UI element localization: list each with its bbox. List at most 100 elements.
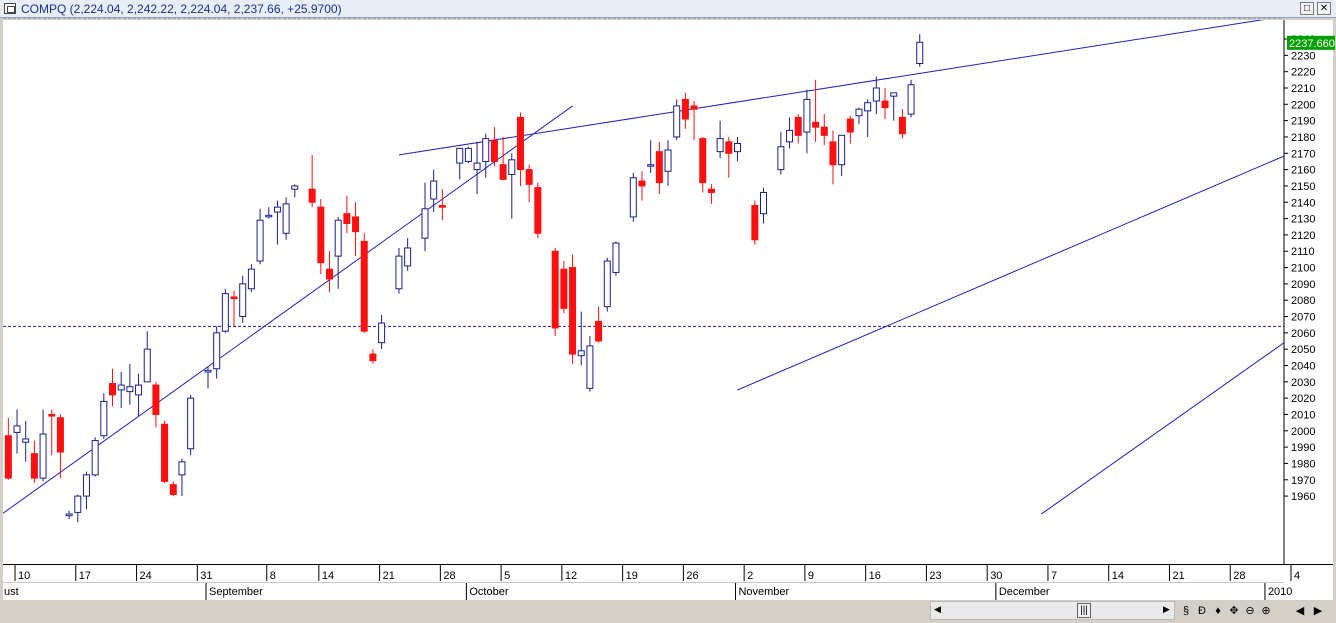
candle-up (282, 203, 290, 234)
candle-down (352, 216, 360, 233)
x-tick-label: 7 (1051, 570, 1057, 582)
x-tick-label: 12 (565, 570, 577, 582)
candle-down (638, 180, 646, 187)
last-price-badge (1287, 35, 1335, 50)
diamond-tool-icon[interactable]: ♦ (1215, 605, 1221, 617)
maximize-button[interactable]: □ (1300, 2, 1314, 15)
y-tick-label: 1970 (1291, 475, 1315, 487)
x-tick-label: 26 (686, 570, 698, 582)
x-tick-label: 17 (79, 570, 91, 582)
nav-left-icon[interactable]: ◀ (1295, 605, 1305, 617)
candle-down (829, 141, 837, 166)
candle-down (534, 187, 542, 234)
close-button[interactable]: ✕ (1317, 2, 1331, 15)
y-tick-label: 2020 (1291, 393, 1315, 405)
candle-up (39, 433, 47, 479)
y-tick-label: 2140 (1291, 197, 1315, 209)
y-tick-label: 2090 (1291, 279, 1315, 291)
candle-up (273, 206, 281, 213)
zoom-out-icon[interactable]: ⊖ (1245, 605, 1255, 617)
candle-down (308, 188, 316, 203)
candle-up (586, 345, 594, 389)
x-tick-label: 19 (626, 570, 638, 582)
x-tick-label: 14 (322, 570, 334, 582)
candle-down (812, 121, 820, 128)
candle-up (716, 138, 724, 153)
x-tick-label: 16 (869, 570, 881, 582)
candle-up (508, 159, 516, 176)
move-tool-icon[interactable]: ✥ (1229, 605, 1239, 617)
candle-down (655, 151, 663, 184)
y-tick-label: 2180 (1291, 132, 1315, 144)
candle-up (872, 87, 880, 102)
x-tick-label: 4 (1294, 570, 1300, 582)
candle-up (803, 98, 811, 133)
x-tick-label: 24 (140, 570, 152, 582)
month-label: November (738, 586, 789, 598)
horizontal-scrollbar[interactable]: ◀ ||| ▶ (930, 601, 1175, 620)
y-tick-label: 2000 (1291, 426, 1315, 438)
scroll-left-icon[interactable]: ◀ (934, 604, 941, 614)
y-tick-label: 2060 (1291, 328, 1315, 340)
candle-down (551, 250, 559, 329)
candle-down (4, 435, 12, 479)
nav-right-icon[interactable]: ▶ (1313, 605, 1323, 617)
candle-up (855, 108, 863, 117)
x-tick-label: 5 (504, 570, 510, 582)
month-label: December (999, 586, 1050, 598)
trendline (398, 20, 1265, 156)
candle-down (725, 141, 733, 154)
x-tick-label: 28 (443, 570, 455, 582)
candle-down (360, 240, 368, 332)
candle-up (178, 461, 186, 476)
y-tick-label: 2220 (1291, 67, 1315, 79)
y-tick-label: 2100 (1291, 263, 1315, 275)
candle-down (343, 213, 351, 224)
month-label: 2010 (1268, 586, 1292, 598)
scroll-thumb[interactable]: ||| (1077, 603, 1091, 618)
candle-up (100, 400, 108, 437)
candle-up (22, 438, 30, 443)
trendline (1040, 342, 1284, 515)
y-tick-label: 2200 (1291, 99, 1315, 111)
candle-up (760, 191, 768, 215)
section-tool-icon[interactable]: § (1182, 605, 1190, 617)
candle-up (117, 384, 125, 391)
candle-up (395, 255, 403, 290)
candlestick-chart[interactable]: 1960 1970 1980 1990 2000 2010 2020 2030 2040 2050… (0, 18, 1336, 566)
y-tick-label: 2230 (1291, 50, 1315, 62)
candle-down (699, 138, 707, 184)
scroll-right-icon[interactable]: ▶ (1163, 604, 1170, 614)
candle-down (161, 423, 169, 482)
window-titlebar: COMPQ (2,224.04, 2,242.22, 2,224.04, 2,2… (0, 0, 1336, 18)
candle-down (820, 126, 828, 136)
candle-up (74, 495, 82, 513)
date-axis: 1017243181421285121926291623307142128411… (3, 564, 1333, 600)
dollar-tool-icon[interactable]: Đ (1198, 605, 1206, 617)
candle-up (838, 134, 846, 166)
candle-down (516, 116, 524, 171)
x-tick-label: 21 (1172, 570, 1184, 582)
candle-up (82, 474, 90, 497)
candle-down (881, 100, 889, 109)
y-tick-label: 2160 (1291, 165, 1315, 177)
candle-up (733, 142, 741, 153)
candle-up (864, 102, 872, 112)
plot-background (3, 20, 1284, 564)
candle-down (56, 417, 64, 453)
candle-up (464, 147, 472, 162)
candle-up (577, 350, 585, 357)
y-tick-label: 2110 (1291, 246, 1315, 258)
y-tick-label: 2070 (1291, 312, 1315, 324)
candle-up (291, 185, 299, 190)
candle-down (525, 169, 533, 185)
candle-down (169, 484, 177, 495)
candle-down (898, 116, 906, 135)
candle-down (230, 296, 238, 300)
candle-down (595, 320, 603, 342)
candle-down (326, 268, 334, 280)
candle-up (91, 440, 99, 476)
y-tick-label: 1980 (1291, 458, 1315, 470)
last-price-label: 2237.660 (1289, 38, 1335, 50)
zoom-in-icon[interactable]: ⊕ (1261, 605, 1271, 617)
